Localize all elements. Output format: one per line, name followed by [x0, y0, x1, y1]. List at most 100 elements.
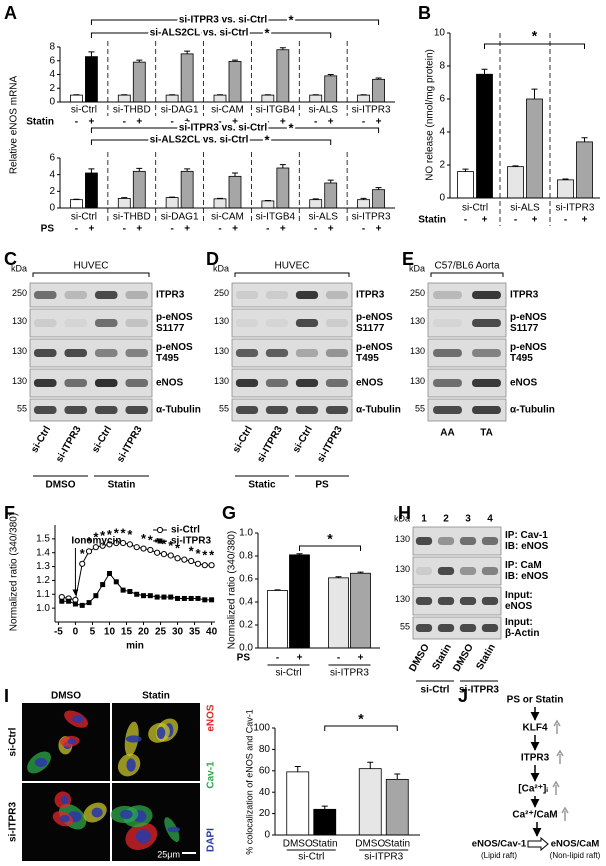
bar [324, 75, 338, 103]
y-tick-label: 1.2 [36, 575, 50, 586]
diagram-note: (Lipid raft) [481, 851, 517, 860]
significance-mark: * [288, 12, 294, 27]
point [113, 539, 120, 547]
nucleus [61, 795, 69, 805]
point [195, 595, 201, 601]
bar [576, 141, 593, 199]
significance-mark: * [121, 525, 127, 540]
kda-marker: 130 [395, 534, 410, 544]
point [202, 597, 208, 603]
band [125, 379, 149, 387]
lane-label: si-Ctrl [291, 424, 315, 455]
band [265, 291, 289, 299]
blot-header: HUVEC [73, 261, 108, 272]
point [174, 555, 181, 562]
band [433, 406, 462, 414]
kda-marker: 130 [214, 376, 229, 386]
significance-mark: * [195, 546, 201, 561]
error-bar [232, 172, 238, 177]
series-label: - [564, 215, 567, 226]
point [181, 595, 187, 601]
blot-strip [231, 308, 353, 338]
band [265, 319, 289, 327]
band [235, 379, 259, 387]
band [295, 291, 319, 299]
diagram-note: (Non-lipid raft) [550, 851, 601, 860]
band [415, 597, 433, 605]
significance-mark: * [202, 548, 208, 563]
band [265, 349, 289, 357]
row-label: ITPR3 [510, 290, 539, 301]
bar [213, 198, 227, 209]
y-tick-label: 80 [259, 744, 271, 755]
y-tick-label: 60 [259, 765, 271, 776]
point [161, 594, 167, 600]
bar [261, 94, 275, 103]
row-label: ITPR3 [156, 290, 185, 301]
band [481, 567, 499, 575]
blot-strip [231, 398, 353, 422]
significance-bracket [324, 725, 398, 731]
lane-label: si-ITPR3 [115, 424, 145, 465]
band [472, 379, 501, 387]
bar [117, 94, 131, 103]
point [160, 551, 168, 558]
band [433, 349, 462, 357]
nucleus [67, 738, 77, 745]
significance-mark: * [189, 543, 195, 558]
band [295, 379, 319, 387]
y-tick-label: 6 [49, 153, 55, 164]
band [33, 379, 57, 387]
up-arrow [556, 749, 564, 764]
series-label: - [314, 224, 317, 235]
nucleus [34, 757, 48, 768]
y-tick-label: 6 [49, 55, 55, 66]
series-label: + [280, 224, 286, 235]
significance-mark: * [327, 531, 333, 547]
lane-label: si-Ctrl [231, 424, 255, 455]
band [235, 406, 259, 414]
y-tick-label: 0 [49, 203, 55, 214]
comparison-label: si-ITPR3 vs. si-Ctrl [179, 123, 268, 134]
lane-label: TA [480, 428, 493, 439]
error-bar [88, 168, 95, 173]
category-label: si-ITGB4 [256, 212, 296, 223]
group-label: Statin [108, 480, 136, 491]
y-tick-label: 2 [439, 160, 445, 171]
bar [350, 572, 371, 649]
significance-mark: * [80, 546, 86, 561]
up-arrow [553, 719, 561, 734]
kda-label: kDa [409, 263, 425, 273]
comparison-bracket [90, 139, 332, 145]
series-label: + [280, 117, 286, 128]
column-label: Statin [142, 691, 170, 702]
lane-label: Statin [474, 642, 497, 672]
lane-label: si-ITPR3 [315, 424, 345, 465]
row-label: IB: eNOS [505, 571, 549, 582]
significance-bracket [299, 545, 361, 551]
band [125, 406, 149, 414]
bar [180, 170, 194, 209]
point [133, 544, 140, 551]
series-label: + [532, 215, 538, 226]
y-tick-label: 6 [439, 94, 445, 105]
category-label: si-CAM [211, 212, 244, 223]
comparison-label: si-ITPR3 vs. si-Ctrl [179, 15, 268, 26]
band [459, 537, 477, 545]
nucleus [126, 758, 136, 772]
error-bar [294, 766, 301, 772]
band [481, 597, 499, 605]
y-axis-label: Normalized ratio (340/380) [9, 513, 20, 631]
point [93, 593, 99, 599]
band [415, 567, 433, 575]
group-label: si-Ctrl [421, 685, 450, 696]
kda-marker: 130 [410, 346, 425, 356]
legend-label: si-ITPR3 [171, 536, 211, 547]
band [325, 406, 349, 414]
series-label: - [314, 117, 317, 128]
point [208, 562, 215, 569]
bar [357, 199, 370, 209]
up-arrow [552, 780, 560, 795]
band [459, 624, 477, 632]
series-label: - [337, 653, 340, 664]
